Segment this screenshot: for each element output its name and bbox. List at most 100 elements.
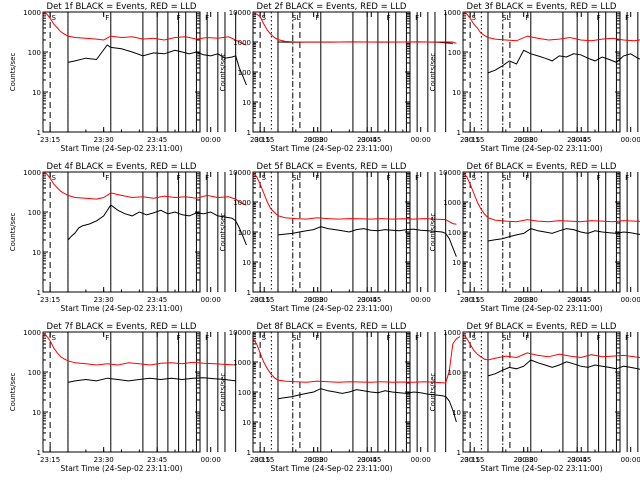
series-line-lld [462, 333, 640, 361]
panel-5: S F F F SL 1 10 100 1000 10000 23:15 23:30 23:45 00:0… [219, 162, 591, 313]
x-tick-label: 00:00 [201, 296, 221, 304]
x-tick-label: 00:30 [518, 296, 538, 304]
y-tick-label: 100 [448, 369, 461, 377]
y-axis-label: Counts/sec [429, 213, 437, 252]
plot-frame [462, 11, 621, 133]
plot-frame [42, 11, 201, 133]
x-tick-label: 00:15 [254, 456, 274, 464]
y-tick-label: 100 [448, 49, 461, 57]
x-tick-label: 23:30 [94, 136, 114, 144]
series-line-events [277, 388, 457, 423]
y-axis-label: Counts/sec [9, 213, 17, 252]
y-tick-label: 1000 [23, 329, 41, 337]
x-tick-label: 23:30 [304, 296, 324, 304]
x-tick-label: 00:15 [254, 136, 274, 144]
y-axis-label: Counts/sec [219, 53, 227, 92]
x-tick-label: 23:30 [514, 456, 534, 464]
plot-frame [252, 331, 411, 453]
x-tick-label: 00:30 [308, 456, 328, 464]
event-label: F [177, 334, 181, 342]
x-tick-label: 00:00 [621, 456, 640, 464]
y-tick-label: 10 [32, 249, 41, 257]
x-tick-label: 23:15 [460, 136, 480, 144]
y-tick-label: 100 [28, 209, 41, 217]
x-tick-label: 23:30 [94, 296, 114, 304]
plot-frame [42, 331, 201, 453]
event-label: F [105, 174, 109, 182]
event-label: F [625, 14, 629, 22]
series-line-events [67, 44, 247, 86]
x-tick-label: 23:45 [147, 296, 167, 304]
x-tick-label: 00:45 [571, 136, 591, 144]
x-tick-label: 23:45 [357, 296, 377, 304]
event-label: F [597, 174, 601, 182]
event-label: F [105, 334, 109, 342]
series-line-events [67, 204, 247, 246]
plot-frame [252, 11, 411, 133]
x-axis-label: Start Time (24-Sep-02 23:11:00) [271, 304, 393, 313]
event-label: F [597, 334, 601, 342]
y-tick-label: 1 [247, 289, 251, 297]
x-axis-label: Start Time (24-Sep-02 23:11:00) [481, 304, 603, 313]
y-tick-label: 100 [238, 389, 251, 397]
x-tick-label: 00:30 [308, 136, 328, 144]
event-label: SL [502, 174, 510, 182]
y-tick-label: 100 [238, 229, 251, 237]
event-label: SL [502, 14, 510, 22]
event-label: F [315, 174, 319, 182]
y-tick-label: 10 [242, 99, 251, 107]
x-tick-label: 23:30 [514, 136, 534, 144]
event-label: F [415, 14, 419, 22]
event-label: F [315, 14, 319, 22]
panel-3: S F F F SL 1 10 100 1000 23:15 23:30 23:45 00:00 00:1… [429, 2, 640, 153]
x-axis-label: Start Time (24-Sep-02 23:11:00) [271, 464, 393, 473]
event-label: F [387, 174, 391, 182]
y-tick-label: 1000 [23, 169, 41, 177]
panel-title: Det 7f BLACK = Events, RED = LLD [47, 322, 197, 332]
x-tick-label: 23:45 [357, 456, 377, 464]
x-tick-label: 00:00 [411, 136, 431, 144]
series-line-lld [252, 336, 461, 384]
y-tick-label: 1000 [233, 199, 251, 207]
panel-title: Det 8f BLACK = Events, RED = LLD [257, 322, 407, 332]
event-label: S [261, 174, 266, 182]
event-label: F [525, 334, 529, 342]
y-tick-label: 1 [457, 289, 461, 297]
x-tick-label: 23:45 [567, 296, 587, 304]
y-tick-label: 1 [457, 449, 461, 457]
y-tick-label: 10 [452, 409, 461, 417]
series-line-events [487, 228, 640, 242]
y-tick-label: 1 [457, 129, 461, 137]
event-label: F [205, 14, 209, 22]
panel-title: Det 6f BLACK = Events, RED = LLD [467, 162, 617, 172]
x-tick-label: 00:15 [464, 296, 484, 304]
event-label: S [51, 334, 56, 342]
event-label: F [177, 174, 181, 182]
panel-title: Det 2f BLACK = Events, RED = LLD [257, 2, 407, 12]
event-label: F [205, 174, 209, 182]
y-tick-label: 1 [247, 129, 251, 137]
event-label: F [597, 14, 601, 22]
y-tick-label: 10000 [229, 329, 251, 337]
series-line-events [67, 377, 236, 383]
y-tick-label: 10000 [439, 169, 461, 177]
x-axis-label: Start Time (24-Sep-02 23:11:00) [271, 144, 393, 153]
event-label: F [525, 14, 529, 22]
y-tick-label: 1 [247, 449, 251, 457]
event-label: S [471, 14, 476, 22]
x-axis-label: Start Time (24-Sep-02 23:11:00) [61, 144, 183, 153]
event-label: SL [292, 14, 300, 22]
x-tick-label: 00:00 [411, 456, 431, 464]
panel-title: Det 3f BLACK = Events, RED = LLD [467, 2, 617, 12]
x-axis-label: Start Time (24-Sep-02 23:11:00) [61, 464, 183, 473]
x-tick-label: 23:30 [304, 136, 324, 144]
event-label: F [205, 334, 209, 342]
y-tick-label: 1 [37, 289, 41, 297]
x-tick-label: 00:15 [464, 136, 484, 144]
y-tick-label: 100 [238, 69, 251, 77]
x-tick-label: 00:00 [621, 136, 640, 144]
panel-6: S F F F SL 1 10 100 1000 10000 23:15 23:30 23:45 00:0… [429, 162, 640, 313]
y-axis-label: Counts/sec [429, 373, 437, 412]
event-label: F [105, 14, 109, 22]
